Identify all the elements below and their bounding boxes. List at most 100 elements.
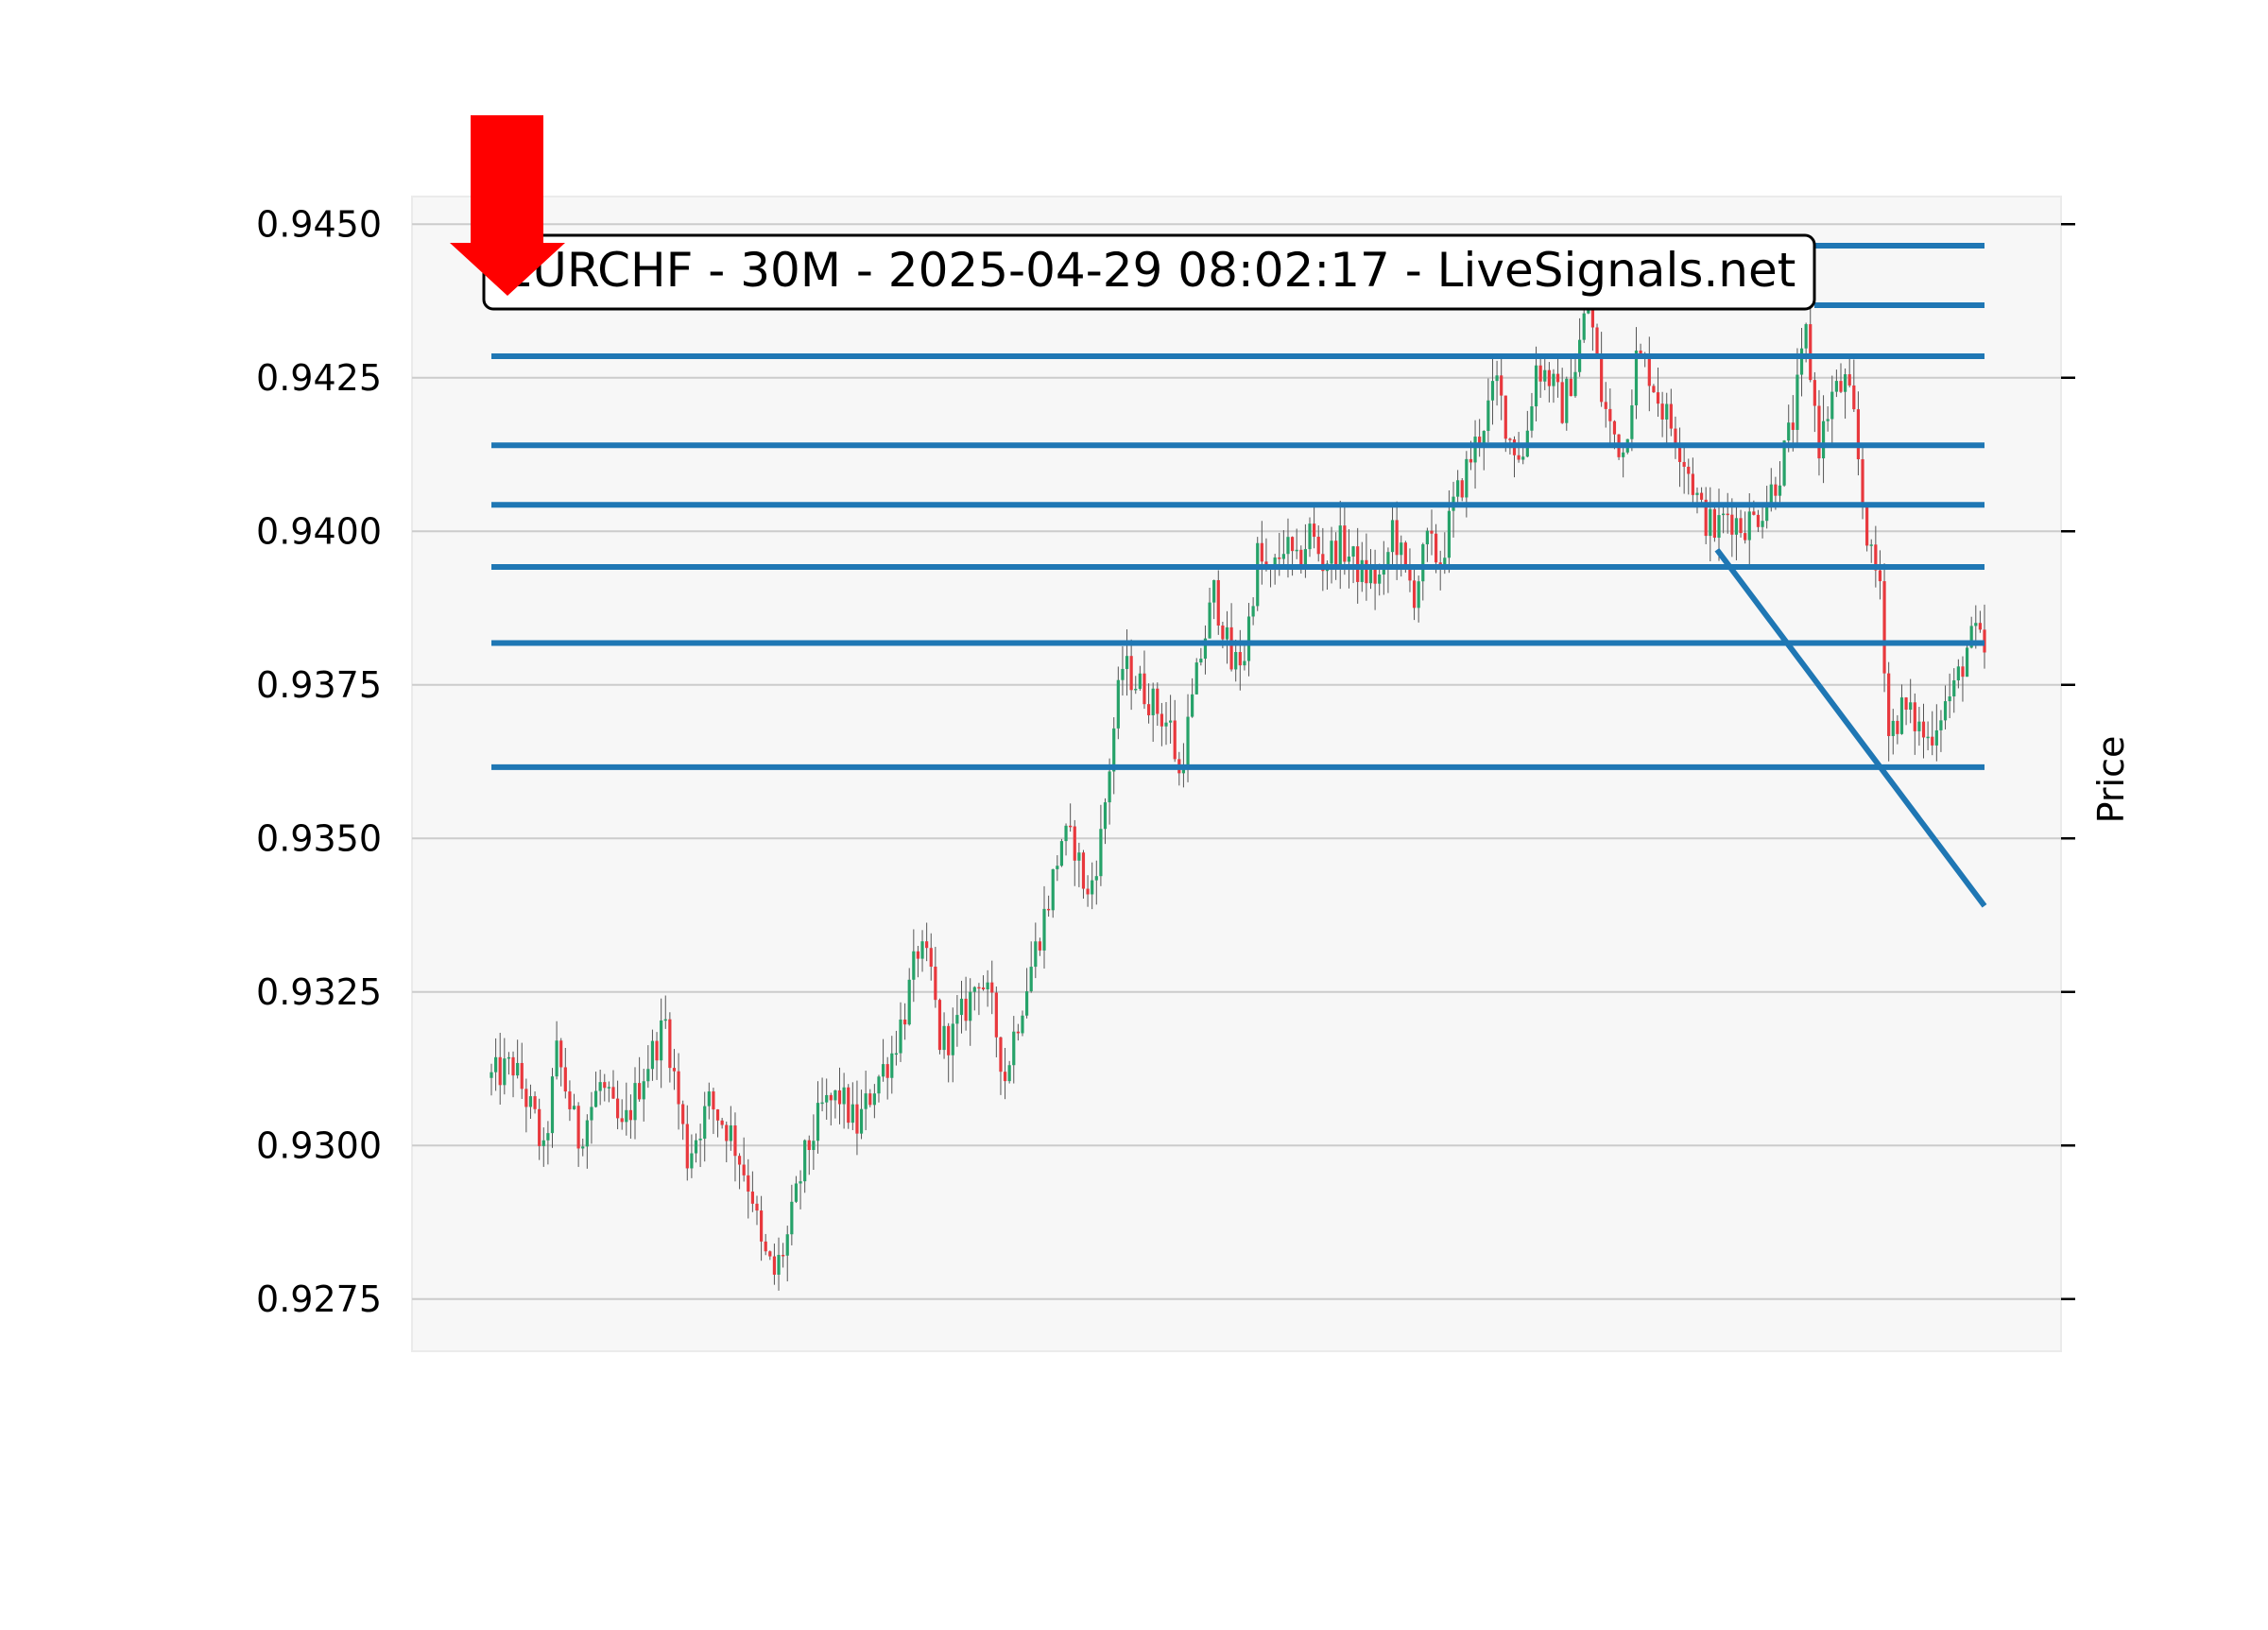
candle-down xyxy=(1508,438,1512,440)
candle-down xyxy=(628,1109,633,1121)
candle-up xyxy=(1695,492,1699,495)
candle-down xyxy=(1687,466,1691,474)
candle-down xyxy=(981,987,986,990)
candle-up xyxy=(1091,880,1094,895)
candle-up xyxy=(1417,581,1420,609)
candle-up xyxy=(503,1058,507,1086)
y-tick-label: 0.9300 xyxy=(256,1124,382,1166)
y-axis: 0.9275 0.9300 0.9325 0.9350 0.9375 0.9400 0.94… xyxy=(256,203,2075,1320)
candle-up xyxy=(1787,422,1791,441)
candle-up xyxy=(1378,575,1382,584)
candle-down xyxy=(977,987,981,989)
candle-up xyxy=(1256,542,1260,607)
candle-down xyxy=(1931,736,1934,746)
candle-up xyxy=(633,1083,637,1121)
candle-up xyxy=(812,1141,816,1151)
candle-down xyxy=(807,1140,811,1151)
candle-up xyxy=(1747,511,1751,540)
candle-down xyxy=(1365,559,1368,584)
candle-down xyxy=(733,1125,737,1157)
candle-up xyxy=(1521,456,1525,460)
candle-up xyxy=(1077,852,1081,861)
y-tick-label: 0.9275 xyxy=(256,1278,382,1320)
candle-down xyxy=(903,1019,907,1025)
candle-down xyxy=(1861,459,1864,506)
candle-down xyxy=(1299,549,1303,569)
candle-down xyxy=(1038,941,1042,951)
candle-up xyxy=(1338,525,1342,567)
candle-up xyxy=(1281,554,1285,559)
candle-up xyxy=(1421,544,1425,582)
candle-down xyxy=(1674,428,1677,447)
candle-up xyxy=(1116,679,1120,729)
candle-down xyxy=(1839,381,1843,392)
candle-down xyxy=(1874,544,1878,571)
candle-up xyxy=(1425,530,1429,545)
candle-up xyxy=(1969,626,1973,648)
candle-up xyxy=(833,1090,837,1101)
candle-up xyxy=(1012,1031,1016,1066)
candle-down xyxy=(1604,402,1607,409)
candle-down xyxy=(511,1056,515,1076)
candle-down xyxy=(1003,1072,1007,1082)
candle-down xyxy=(1555,373,1560,383)
plot-area xyxy=(411,196,2062,1352)
candle-down xyxy=(1547,369,1551,386)
candle-down xyxy=(964,998,968,1021)
candle-up xyxy=(1390,520,1395,553)
y-tick-label: 0.9325 xyxy=(256,971,382,1013)
candle-down xyxy=(1887,673,1891,736)
candle-up xyxy=(1103,802,1108,830)
candle-up xyxy=(1765,506,1769,522)
candle-down xyxy=(1730,514,1734,535)
candle-up xyxy=(690,1153,694,1169)
y-tick-label: 0.9400 xyxy=(256,510,382,552)
candle-down xyxy=(1852,385,1856,410)
candle-down xyxy=(1047,908,1051,911)
candle-down xyxy=(1817,405,1821,459)
candle-up xyxy=(1826,419,1830,421)
level-lines xyxy=(491,243,1984,770)
candle-down xyxy=(929,948,933,967)
candle-up xyxy=(1582,313,1586,340)
candle-down xyxy=(764,1241,767,1252)
candle-up xyxy=(912,951,916,980)
candle-up xyxy=(528,1096,533,1107)
candle-up xyxy=(1447,510,1452,558)
candle-down xyxy=(1560,382,1564,423)
candle-up xyxy=(1821,420,1826,459)
candle-up xyxy=(1974,623,1978,626)
candle-up xyxy=(1021,1015,1024,1034)
candle-down xyxy=(1612,420,1617,435)
candle-down xyxy=(538,1108,541,1146)
candle-down xyxy=(498,1056,502,1086)
candle-up xyxy=(825,1094,829,1103)
candle-down xyxy=(1238,652,1242,666)
candle-up xyxy=(1112,728,1116,772)
candle-down xyxy=(1403,542,1407,566)
candle-down xyxy=(1961,666,1965,678)
candle-up xyxy=(516,1062,520,1076)
candle-up xyxy=(1465,458,1469,498)
candle-down xyxy=(1538,365,1542,382)
candle-up xyxy=(1368,569,1373,584)
title-box: EURCHF - 30M - 2025-04-29 08:02:17 - Liv… xyxy=(482,233,1816,311)
candle-up xyxy=(1917,721,1921,731)
candle-down xyxy=(1343,525,1347,562)
candle-down xyxy=(1278,557,1281,559)
candle-down xyxy=(655,1040,659,1061)
candle-up xyxy=(1834,381,1838,392)
candle-up xyxy=(546,1133,550,1141)
candle-down xyxy=(1478,437,1482,444)
candle-up xyxy=(1482,431,1486,444)
candle-up xyxy=(1926,736,1930,739)
candle-down xyxy=(947,1025,951,1055)
candle-up xyxy=(663,1019,667,1021)
candle-up xyxy=(1042,908,1046,951)
candle-down xyxy=(1608,408,1612,421)
candle-up xyxy=(1138,673,1142,689)
candle-up xyxy=(1194,662,1198,695)
candle-up xyxy=(859,1108,864,1134)
candle-down xyxy=(1813,380,1816,406)
candle-up xyxy=(899,1019,902,1054)
